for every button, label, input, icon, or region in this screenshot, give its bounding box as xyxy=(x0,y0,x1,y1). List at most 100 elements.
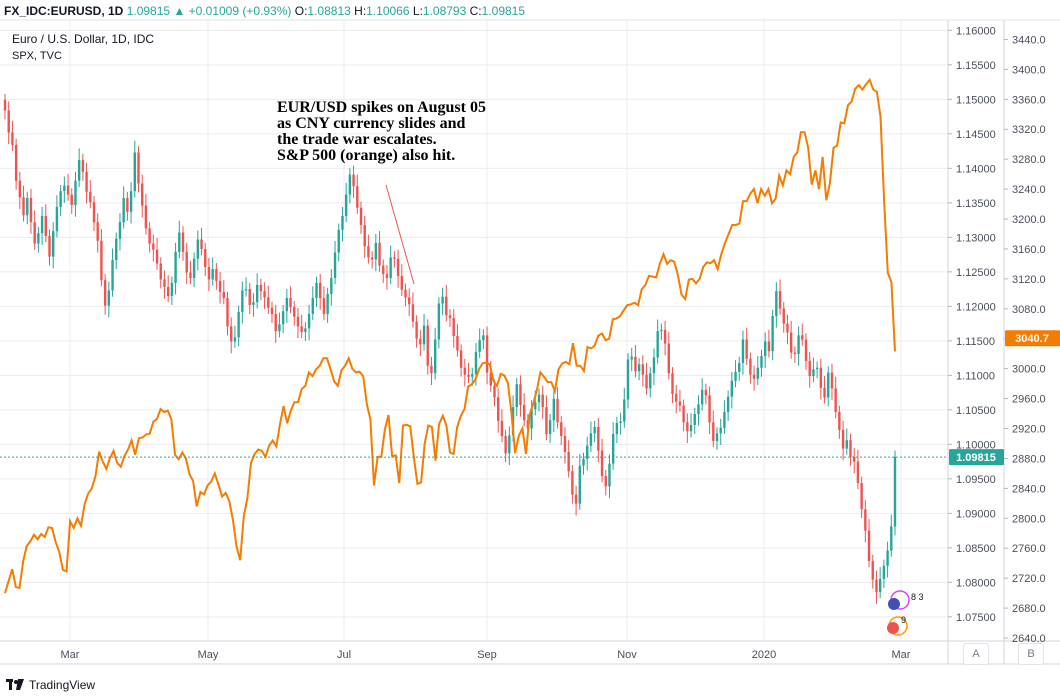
candle-body xyxy=(815,367,819,370)
candle-body xyxy=(860,482,863,510)
candle-body xyxy=(304,328,307,332)
candle-body xyxy=(155,249,159,264)
candle-body xyxy=(793,352,797,354)
candle-body xyxy=(645,374,648,389)
spx-tick-label: 3120.0 xyxy=(1012,274,1046,286)
eurusd-price-axis[interactable]: 1.16000 1.15500 1.15000 1.14500 1.14000 1.135… xyxy=(948,25,996,624)
candle-body xyxy=(838,411,841,430)
candle-body xyxy=(534,402,537,410)
eurusd-tick-label: 1.13500 xyxy=(956,198,996,210)
candle-body xyxy=(471,373,474,377)
candle-body xyxy=(641,364,645,375)
candle-body xyxy=(849,440,852,457)
candle-body xyxy=(107,290,111,306)
candle-body xyxy=(845,440,848,449)
candle-body xyxy=(563,436,567,452)
candle-body xyxy=(741,339,745,363)
candle-body xyxy=(33,222,36,244)
candle-body xyxy=(749,358,752,375)
eurusd-tag-background xyxy=(949,449,1004,466)
candle-body xyxy=(74,180,77,205)
spx-tick-label: 2840.0 xyxy=(1012,483,1046,495)
candle-body xyxy=(218,280,222,292)
candle-body xyxy=(222,291,225,299)
eurusd-tick-label: 1.16000 xyxy=(956,25,996,37)
spx-tick-label: 3080.0 xyxy=(1012,304,1046,316)
high-label: H: xyxy=(354,4,367,18)
candle-body xyxy=(485,335,489,373)
scale-b-button[interactable]: B xyxy=(1018,643,1044,665)
candle-body xyxy=(259,284,263,292)
eurusd-tick-label: 1.07500 xyxy=(956,612,996,624)
candle-body xyxy=(96,222,99,241)
candle-body xyxy=(144,205,148,229)
event-marker-bottom-count: 9 xyxy=(901,615,906,625)
spx-price-axis[interactable]: 3440.0 3400.0 3360.0 3320.0 3280.0 3240.0 3200… xyxy=(1004,34,1046,645)
candle-body xyxy=(771,316,774,352)
candle-body xyxy=(322,298,326,314)
candle-body xyxy=(500,420,504,437)
candle-body xyxy=(255,284,259,303)
candle-body xyxy=(126,198,129,212)
event-markers[interactable]: 8 3 9 xyxy=(887,590,924,636)
annotation-arrow[interactable] xyxy=(385,184,415,285)
annotation-text[interactable]: EUR/USD spikes on August 05 as CNY curre… xyxy=(277,99,486,164)
candle-body xyxy=(801,335,804,340)
candle-body xyxy=(307,313,311,329)
candle-body xyxy=(393,257,396,259)
candle-body xyxy=(808,360,811,377)
candle-body xyxy=(604,476,607,487)
candle-body xyxy=(226,298,229,327)
spx-tick-label: 3280.0 xyxy=(1012,154,1046,166)
symbol-header: FX_IDC:EURUSD, 1D 1.09815 ▲ +0.01009 (+0… xyxy=(4,2,525,20)
spx-tick-label: 2640.0 xyxy=(1012,633,1046,645)
eurusd-tick-label: 1.09000 xyxy=(956,508,996,520)
annotation-line-2: as CNY currency slides and xyxy=(277,115,466,132)
candle-body xyxy=(152,243,155,250)
candle-body xyxy=(389,257,392,279)
candle-body xyxy=(567,451,570,472)
candle-body xyxy=(293,307,296,317)
candle-body xyxy=(370,257,374,260)
series-legend: Euro / U.S. Dollar, 1D, IDC SPX, TVC xyxy=(12,32,154,62)
candle-body xyxy=(541,394,544,408)
candle-body xyxy=(248,289,251,305)
candle-body xyxy=(278,324,281,332)
candle-body xyxy=(341,215,344,230)
candle-body xyxy=(7,110,10,133)
symbol-name[interactable]: FX_IDC:EURUSD, 1D xyxy=(4,4,124,18)
auto-scale-button[interactable]: A xyxy=(963,643,989,665)
legend-main-series[interactable]: Euro / U.S. Dollar, 1D, IDC xyxy=(12,32,154,46)
candle-body xyxy=(797,335,800,354)
spx-tick-label: 2920.0 xyxy=(1012,424,1046,436)
candle-body xyxy=(408,297,411,305)
candle-body xyxy=(237,311,240,338)
candle-body xyxy=(649,373,652,389)
time-axis[interactable]: Mar May Jul Sep Nov 2020 Mar xyxy=(61,649,911,661)
candle-body xyxy=(515,384,518,408)
candle-body xyxy=(59,191,62,207)
candle-body xyxy=(856,461,860,483)
legend-compare-series[interactable]: SPX, TVC xyxy=(12,50,62,62)
tradingview-logo-icon xyxy=(6,679,24,690)
candle-body xyxy=(586,445,589,459)
candle-body xyxy=(752,374,756,379)
candle-body xyxy=(18,180,22,198)
spx-line xyxy=(4,77,896,594)
candle-body xyxy=(252,302,255,305)
time-tick-label: Mar xyxy=(892,649,911,661)
candle-body xyxy=(652,357,656,374)
eurusd-tag-value: 1.09815 xyxy=(956,452,996,464)
candle-body xyxy=(330,278,333,294)
candle-body xyxy=(426,325,429,366)
candle-body xyxy=(159,263,162,280)
candle-body xyxy=(730,380,734,397)
candle-body xyxy=(582,458,585,466)
chart-grid xyxy=(0,20,948,641)
tradingview-branding[interactable]: TradingView xyxy=(6,677,95,693)
candle-body xyxy=(289,298,292,308)
candle-body xyxy=(70,194,73,205)
candle-body xyxy=(192,258,196,279)
eurusd-tick-label: 1.12000 xyxy=(956,301,996,313)
